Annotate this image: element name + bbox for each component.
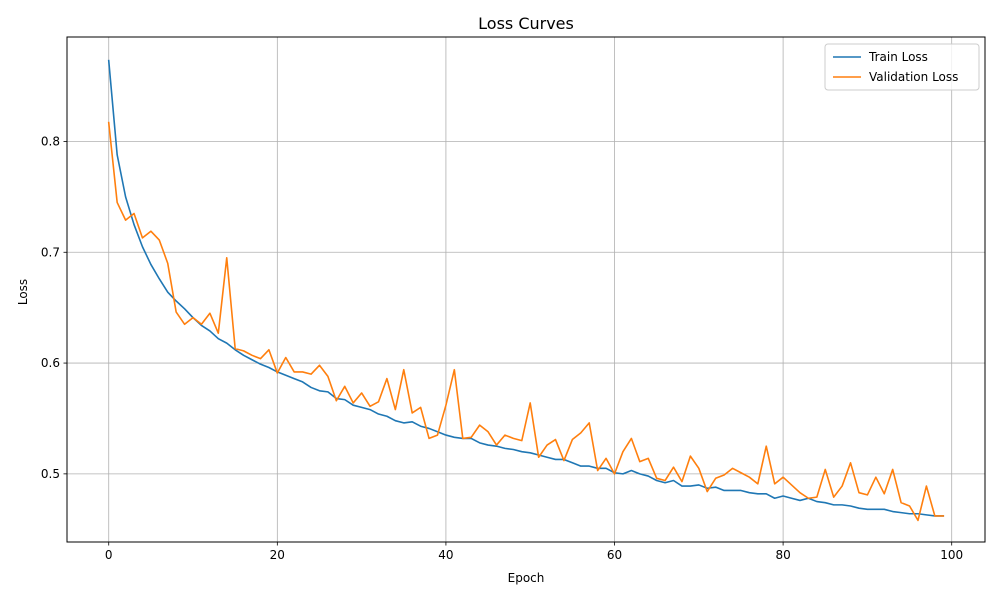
legend: Train Loss Validation Loss bbox=[824, 43, 980, 91]
chart-title: Loss Curves bbox=[478, 14, 574, 33]
axis-ticks: 0 20 40 60 80 100 0.5 0.6 0.7 0.8 bbox=[41, 134, 963, 562]
x-tick-label: 40 bbox=[438, 548, 453, 562]
x-tick-label: 20 bbox=[270, 548, 285, 562]
legend-label: Train Loss bbox=[868, 50, 928, 64]
plot-lines bbox=[107, 59, 945, 522]
series-line-validation-loss bbox=[107, 121, 945, 522]
y-axis-label: Loss bbox=[16, 279, 30, 305]
x-tick-label: 80 bbox=[775, 548, 790, 562]
y-tick-label: 0.7 bbox=[41, 245, 60, 259]
series-line-train-loss bbox=[107, 59, 945, 517]
grid bbox=[67, 37, 985, 542]
y-tick-label: 0.8 bbox=[41, 134, 60, 148]
x-tick-label: 0 bbox=[105, 548, 113, 562]
plot-frame bbox=[66, 36, 986, 543]
legend-box bbox=[824, 43, 980, 91]
y-tick-label: 0.5 bbox=[41, 467, 60, 481]
x-tick-label: 60 bbox=[607, 548, 622, 562]
legend-label: Validation Loss bbox=[869, 70, 958, 84]
x-tick-label: 100 bbox=[940, 548, 963, 562]
x-axis-label: Epoch bbox=[508, 571, 545, 585]
y-tick-label: 0.6 bbox=[41, 356, 60, 370]
